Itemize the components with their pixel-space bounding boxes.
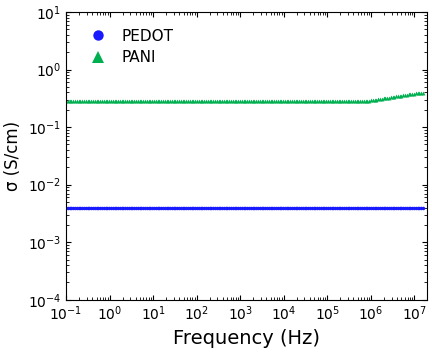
PEDOT: [78, 206, 83, 210]
PANI: [159, 99, 164, 103]
Legend: PEDOT, PANI: PEDOT, PANI: [74, 20, 182, 74]
PEDOT: [85, 206, 90, 210]
Y-axis label: σ (S/cm): σ (S/cm): [4, 121, 22, 191]
PANI: [85, 99, 90, 103]
Line: PEDOT: PEDOT: [64, 206, 425, 209]
PEDOT: [403, 206, 408, 210]
PANI: [390, 95, 395, 99]
X-axis label: Frequency (Hz): Frequency (Hz): [173, 329, 320, 348]
PEDOT: [159, 206, 164, 210]
PANI: [420, 91, 426, 95]
PEDOT: [64, 206, 69, 210]
PEDOT: [390, 206, 395, 210]
PANI: [417, 91, 422, 95]
PANI: [78, 99, 83, 103]
PEDOT: [420, 206, 426, 210]
PANI: [403, 93, 408, 97]
PANI: [130, 99, 135, 103]
PANI: [64, 99, 69, 103]
PEDOT: [130, 206, 135, 210]
Line: PANI: PANI: [64, 91, 425, 103]
